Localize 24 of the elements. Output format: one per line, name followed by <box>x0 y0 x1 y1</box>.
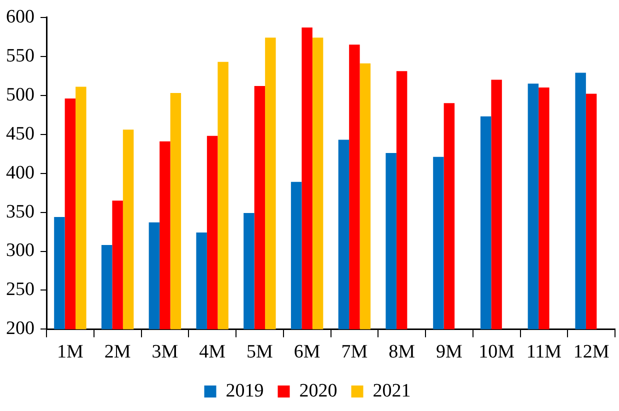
legend-label: 2021 <box>372 380 411 402</box>
y-tick-label: 350 <box>6 201 34 222</box>
y-tick-label: 600 <box>6 6 34 28</box>
x-tick-label: 2M <box>104 342 131 363</box>
x-tick-label: 9M <box>436 342 462 363</box>
legend-label: 2019 <box>226 380 264 402</box>
x-tick-label: 5M <box>246 342 273 363</box>
y-tick-label: 550 <box>6 45 34 66</box>
x-tick-label: 8M <box>388 342 416 363</box>
x-tick-label: 1M <box>56 342 84 363</box>
x-tick-label: 3M <box>152 342 178 363</box>
y-tick-label: 500 <box>6 84 34 106</box>
y-tick-label: 300 <box>6 240 34 262</box>
y-tick-label: 400 <box>6 162 34 184</box>
y-tick-label: 250 <box>6 279 34 300</box>
legend-label: 2020 <box>299 380 338 402</box>
y-tick-label: 200 <box>6 318 34 340</box>
x-tick-label: 4M <box>199 342 226 363</box>
x-tick-label: 6M <box>294 342 320 363</box>
x-tick-label: 12M <box>573 342 610 363</box>
x-tick-label: 10M <box>478 342 515 363</box>
y-tick-label: 450 <box>6 123 34 144</box>
x-tick-label: 7M <box>341 342 368 363</box>
x-tick-label: 11M <box>526 342 562 363</box>
